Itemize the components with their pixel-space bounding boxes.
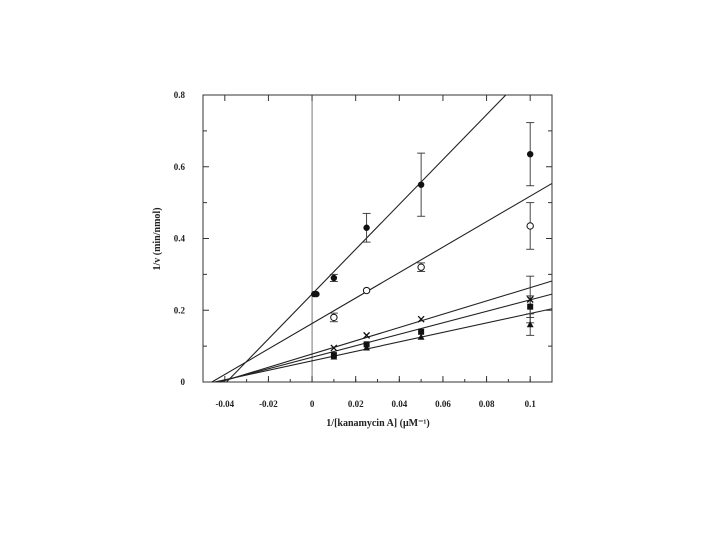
data-point-cross — [363, 331, 371, 339]
x-tick-label: 0.02 — [348, 399, 364, 409]
axis-ticks: 0 0.2 0.4 0.6 0.8 -0.04 -0.02 0 0.02 0.04 0.06 0.08… — [174, 90, 553, 409]
cross-stroke — [330, 344, 338, 352]
y-tick-label: 0 — [181, 377, 186, 387]
cross-stroke — [417, 315, 425, 323]
data-point-filled-circle — [313, 290, 320, 298]
data-point-filled-square — [527, 303, 534, 310]
data-point-open-circle — [417, 263, 425, 271]
x-tick-label: -0.02 — [259, 399, 278, 409]
data-point-cross — [330, 344, 338, 352]
data-point-cross — [417, 315, 425, 323]
x-tick-label: 0.08 — [479, 399, 495, 409]
data-point-filled-triangle — [417, 333, 425, 340]
fit-line — [219, 280, 553, 383]
data-point-filled-triangle — [330, 353, 338, 360]
data-points — [311, 150, 534, 360]
x-tick-label: 0.04 — [391, 399, 407, 409]
data-point-cross — [526, 296, 534, 303]
data-point-open-circle — [526, 222, 534, 230]
y-tick-label: 0.8 — [174, 90, 186, 100]
y-axis-title: 1/v (min/nmol) — [152, 207, 163, 270]
plot-frame — [202, 94, 553, 383]
plot-area — [202, 94, 553, 383]
x-tick-label: -0.04 — [215, 399, 234, 409]
y-tick-label: 0.2 — [174, 305, 186, 315]
fit-line — [217, 293, 553, 383]
data-point-filled-circle — [363, 224, 370, 231]
data-point-filled-triangle — [526, 321, 534, 328]
data-point-filled-triangle — [363, 344, 370, 351]
y-tick-label: 0.4 — [174, 234, 186, 244]
data-point-filled-circle — [417, 181, 425, 188]
data-point-open-circle — [330, 313, 338, 322]
cross-stroke — [526, 296, 534, 303]
x-tick-label: 0 — [310, 399, 315, 409]
x-axis-title: 1/[kanamycin A] (μM⁻¹) — [326, 418, 429, 429]
fit-lines — [211, 94, 553, 383]
data-point-filled-square — [418, 328, 425, 335]
y-tick-label: 0.6 — [174, 162, 186, 172]
error-bars — [329, 122, 535, 336]
x-tick-label: 0.1 — [525, 399, 537, 409]
data-point-filled-circle — [526, 150, 534, 158]
x-tick-label: 0.06 — [435, 399, 451, 409]
data-point-filled-circle — [330, 274, 338, 282]
data-point-open-circle — [362, 286, 371, 295]
cross-stroke — [363, 331, 371, 339]
fit-line — [214, 308, 553, 383]
fit-line — [211, 182, 553, 383]
